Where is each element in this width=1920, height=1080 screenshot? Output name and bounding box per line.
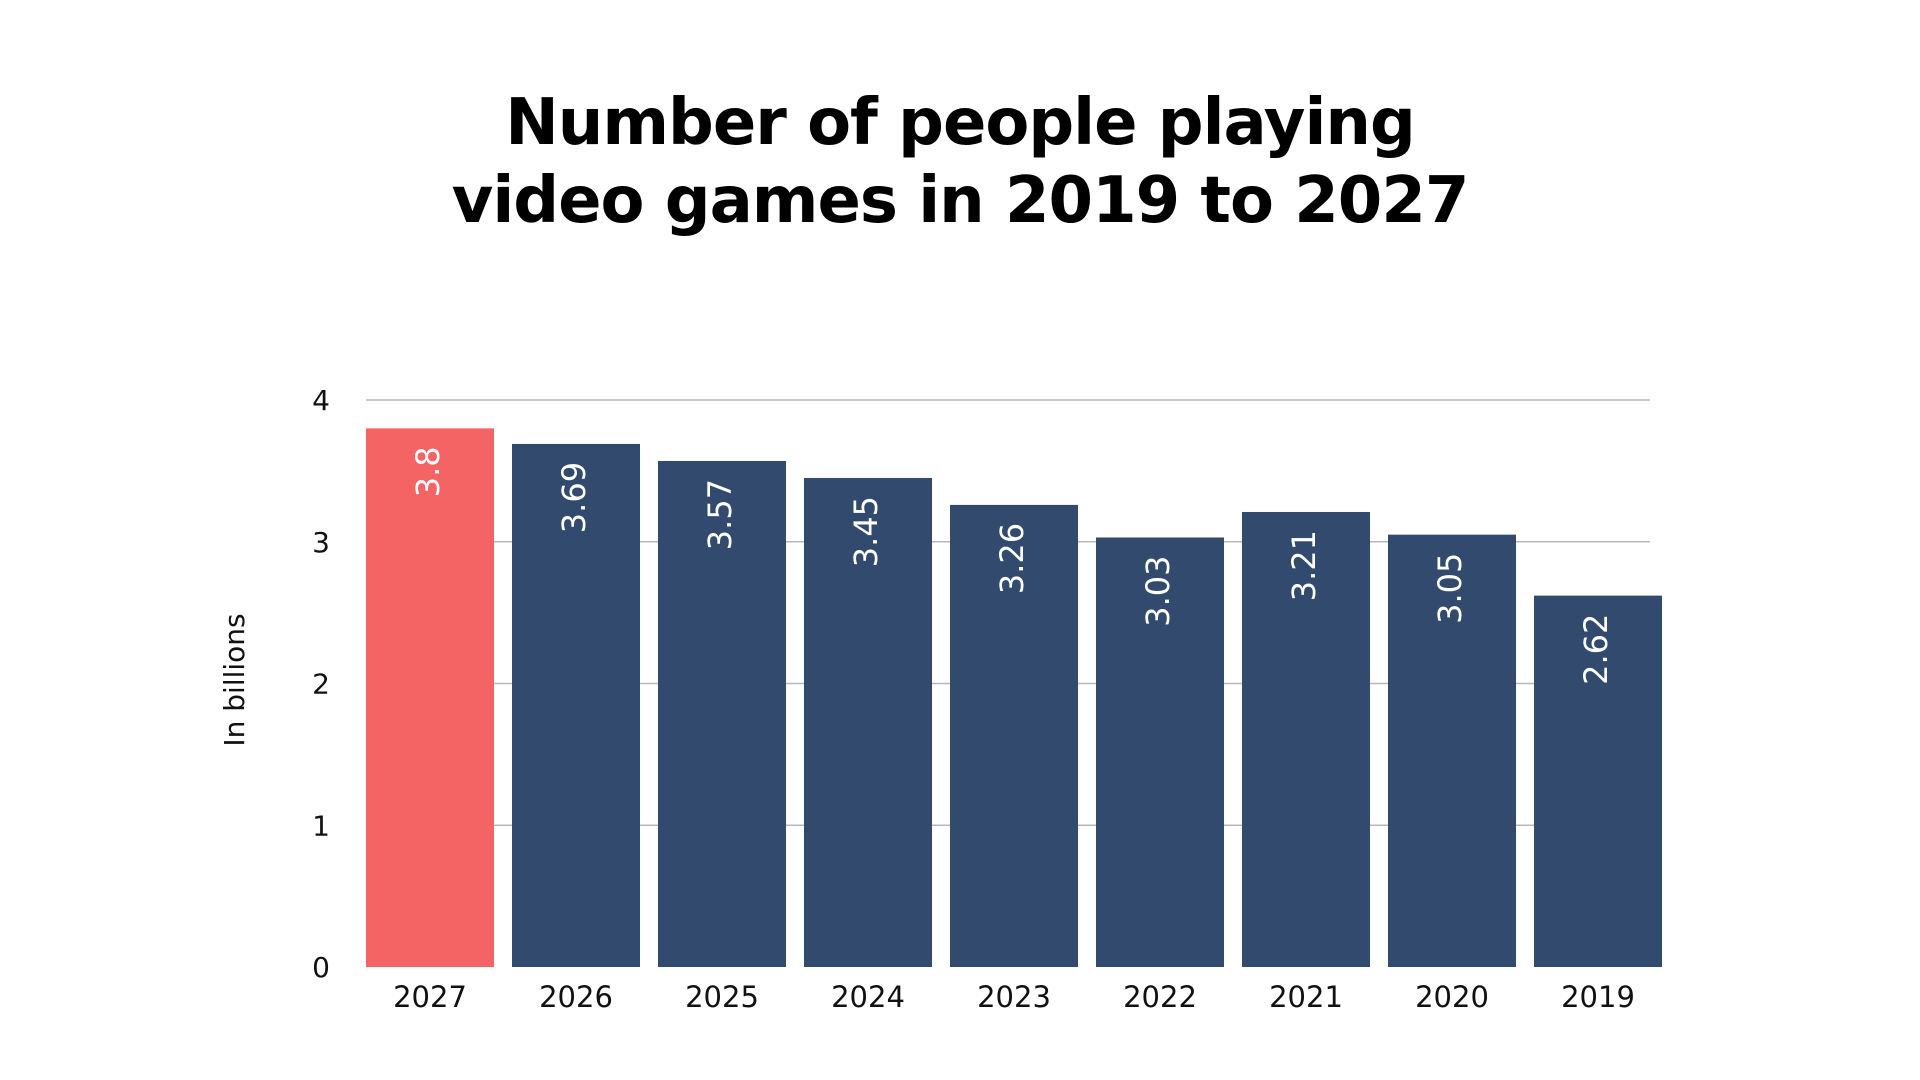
chart-title: Number of people playing video games in … [0, 84, 1920, 240]
bar [1534, 595, 1662, 967]
y-axis-ticks: 0 1 2 3 4 [312, 384, 330, 984]
y-tick-label: 2 [312, 668, 330, 701]
x-tick-label: 2021 [1269, 980, 1343, 1014]
y-tick-label: 4 [312, 384, 330, 417]
data-label: 3.26 [993, 523, 1031, 594]
y-tick-label: 0 [312, 951, 330, 984]
data-label: 3.8 [409, 446, 447, 497]
data-label: 3.05 [1431, 553, 1469, 624]
data-label: 3.69 [555, 462, 593, 533]
bar [950, 504, 1078, 967]
x-tick-label: 2020 [1415, 980, 1489, 1014]
data-labels: 3.8 3.69 3.57 3.45 3.26 3.03 3.21 3.05 2.62 [409, 446, 1615, 685]
data-label: 3.45 [847, 496, 885, 567]
x-tick-label: 2027 [393, 980, 467, 1014]
x-tick-label: 2026 [539, 980, 613, 1014]
y-tick-label: 3 [312, 526, 330, 559]
bar [1096, 537, 1224, 967]
x-tick-label: 2023 [977, 980, 1051, 1014]
x-tick-label: 2019 [1561, 980, 1635, 1014]
chart-title-line-2: video games in 2019 to 2027 [451, 164, 1470, 238]
chart-title-line-1: Number of people playing [505, 86, 1416, 160]
x-tick-label: 2025 [685, 980, 759, 1014]
y-tick-label: 1 [312, 809, 330, 842]
bars [366, 428, 1662, 968]
bar [1388, 534, 1516, 967]
bar [804, 477, 932, 967]
bar [512, 443, 640, 967]
data-label: 3.57 [701, 479, 739, 550]
data-label: 3.03 [1139, 555, 1177, 626]
x-tick-label: 2022 [1123, 980, 1197, 1014]
x-axis-ticks: 2027 2026 2025 2024 2023 2022 2021 2020 2019 [393, 980, 1635, 1014]
y-axis-label: In billions [218, 613, 251, 746]
bar [1242, 511, 1370, 967]
bar [658, 460, 786, 967]
bar-highlight [366, 428, 494, 968]
data-label: 2.62 [1577, 614, 1615, 685]
data-label: 3.21 [1285, 530, 1323, 601]
x-tick-label: 2024 [831, 980, 905, 1014]
